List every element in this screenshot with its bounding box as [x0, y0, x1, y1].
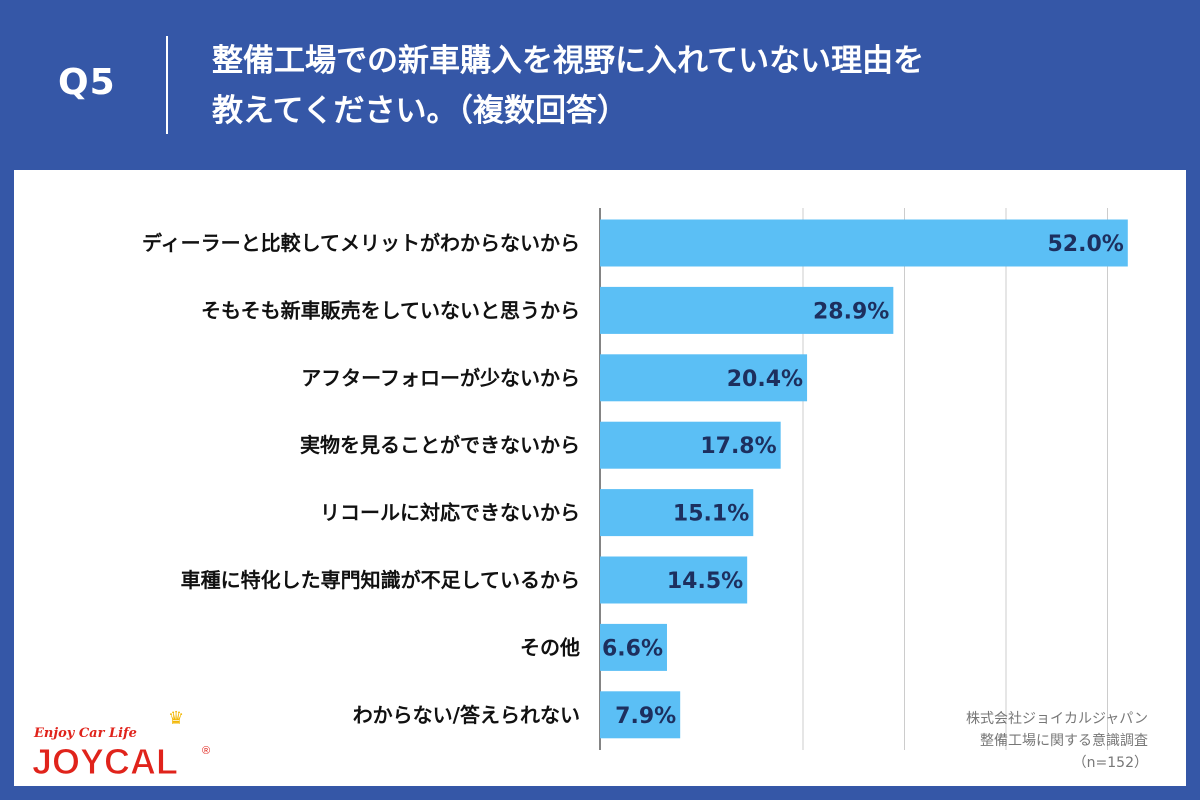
bar: [600, 691, 681, 739]
category-label: アフターフォローが少ないから: [301, 366, 580, 390]
category-label: ディーラーと比較してメリットがわからないから: [142, 231, 580, 255]
header: Q5 整備工場での新車購入を視野に入れていない理由を 教えてください。（複数回答…: [0, 0, 1200, 170]
value-label: 15.1%: [673, 502, 749, 527]
question-text: 整備工場での新車購入を視野に入れていない理由を 教えてください。（複数回答）: [212, 36, 1172, 136]
category-label: リコールに対応できないから: [320, 501, 580, 525]
category-label: 実物を見ることができないから: [300, 433, 580, 457]
bar: [600, 354, 808, 402]
registered-mark: ®: [202, 745, 210, 757]
value-label: 20.4%: [727, 367, 803, 392]
crown-icon: ♛: [168, 708, 185, 729]
logo-wordmark-text: JOYCAL: [32, 741, 178, 780]
source-survey: 整備工場に関する意識調査: [980, 733, 1148, 749]
value-label: 52.0%: [1047, 232, 1123, 257]
chart-panel: ディーラーと比較してメリットがわからないから 52.0% そもそも新車販売をしていな…: [14, 170, 1186, 786]
question-line-2: 教えてください。（複数回答）: [212, 93, 629, 129]
bar: [600, 489, 754, 537]
bar-chart: ディーラーと比較してメリットがわからないから 52.0% そもそも新車販売をしていな…: [142, 208, 1128, 750]
bar: [600, 421, 781, 469]
logo-wordmark: JOYCAL ®: [32, 741, 211, 781]
joycal-logo: Enjoy Car Life ♛ JOYCAL ®: [30, 708, 230, 781]
source-company: 株式会社ジョイカルジャパン: [966, 711, 1148, 727]
bar: [600, 556, 748, 604]
question-line-1: 整備工場での新車購入を視野に入れていない理由を: [212, 43, 925, 79]
category-label: その他: [520, 635, 580, 659]
value-label: 14.5%: [667, 569, 743, 594]
bar: [600, 623, 667, 671]
header-divider: [166, 36, 168, 134]
category-label: そもそも新車販売をしていないと思うから: [201, 298, 580, 322]
source-sample-size: （n=152）: [1072, 755, 1148, 771]
category-label: わからない/答えられない: [353, 703, 580, 727]
value-label: 17.8%: [700, 434, 776, 459]
value-label: 28.9%: [813, 299, 889, 324]
value-label: 6.6%: [602, 636, 663, 661]
value-label: 7.9%: [615, 704, 676, 729]
logo-tagline: Enjoy Car Life: [34, 726, 137, 741]
bar: [600, 219, 1128, 267]
bar: [600, 286, 894, 334]
source-note: 株式会社ジョイカルジャパン 整備工場に関する意識調査 （n=152）: [966, 708, 1148, 774]
category-label: 車種に特化した専門知識が不足しているから: [181, 568, 580, 592]
question-number: Q5: [58, 62, 116, 103]
